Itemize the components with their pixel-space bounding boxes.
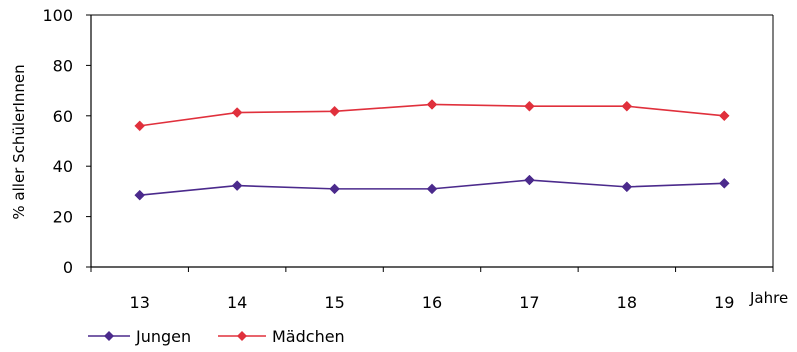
x-axis-unit-label: Jahre xyxy=(749,289,788,307)
x-tick-label: 15 xyxy=(324,293,344,312)
data-point-jungen xyxy=(231,180,243,191)
y-tick-label: 0 xyxy=(63,258,73,277)
legend: Jungen Mädchen xyxy=(88,327,345,346)
data-point-maedchen xyxy=(524,100,535,112)
y-tick-label: 40 xyxy=(53,157,73,176)
y-tick-label: 20 xyxy=(53,208,73,227)
legend-item-jungen: Jungen xyxy=(88,327,191,346)
legend-marker-jungen xyxy=(104,331,114,341)
legend-label-jungen: Jungen xyxy=(135,327,191,346)
y-tick-label: 80 xyxy=(53,56,73,75)
x-tick-label: 16 xyxy=(422,293,442,312)
y-ticks: 0 20 40 60 80 100 xyxy=(42,6,91,277)
x-tick-label: 17 xyxy=(519,293,539,312)
data-point-maedchen xyxy=(718,110,730,122)
x-tick-label: 14 xyxy=(227,293,247,312)
data-point-jungen xyxy=(134,189,146,201)
data-point-maedchen xyxy=(329,105,340,117)
x-tick-label: 19 xyxy=(714,293,734,312)
data-point-jungen xyxy=(524,174,535,186)
legend-label-maedchen: Mädchen xyxy=(272,327,345,346)
data-point-jungen xyxy=(426,183,438,195)
data-point-maedchen xyxy=(231,107,243,118)
x-tick-label: 18 xyxy=(617,293,637,312)
legend-marker-maedchen xyxy=(237,331,247,341)
x-ticks: 13 14 15 16 17 18 19 xyxy=(90,267,774,312)
y-tick-label: 100 xyxy=(42,6,73,25)
data-point-maedchen xyxy=(621,100,633,112)
data-point-maedchen xyxy=(134,120,146,132)
y-tick-label: 60 xyxy=(53,107,73,126)
legend-item-maedchen: Mädchen xyxy=(218,327,345,346)
axes xyxy=(90,14,774,268)
x-tick-label: 13 xyxy=(130,293,150,312)
data-point-jungen xyxy=(329,183,340,195)
series-layer xyxy=(134,99,730,201)
data-point-jungen xyxy=(621,181,633,193)
data-point-jungen xyxy=(718,177,730,189)
data-point-maedchen xyxy=(426,99,438,110)
y-axis-title: % aller SchülerInnen xyxy=(10,64,28,219)
